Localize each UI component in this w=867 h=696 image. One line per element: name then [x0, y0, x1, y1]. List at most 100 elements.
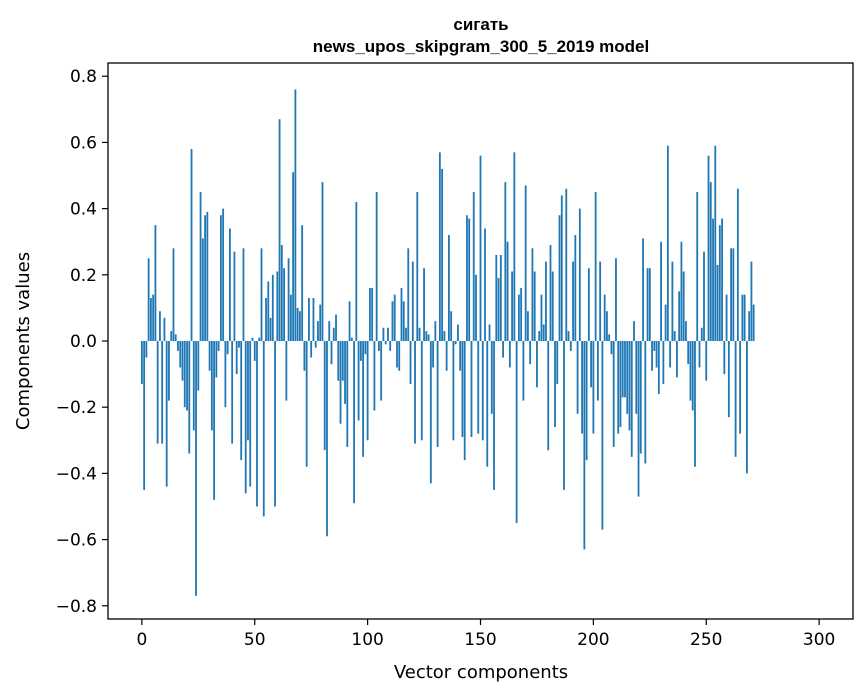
bar	[294, 89, 297, 341]
bar	[721, 218, 723, 341]
y-tick-label: 0.4	[70, 200, 97, 220]
bar	[280, 245, 283, 341]
bar	[303, 341, 306, 371]
bar	[594, 192, 597, 341]
bar	[716, 264, 719, 341]
bar	[265, 297, 267, 341]
bar	[402, 301, 405, 341]
bar	[639, 341, 642, 454]
bar	[563, 341, 565, 490]
bar	[188, 341, 191, 454]
bar	[581, 341, 583, 434]
bar	[558, 215, 561, 341]
bar	[617, 341, 620, 434]
bar	[233, 251, 236, 341]
bar	[551, 271, 554, 341]
y-axis-ticks: −0.8 −0.6 −0.4 −0.2 0.0 0.2 0.4 0.6 0.8	[56, 67, 108, 617]
bar	[425, 331, 428, 341]
x-tick-label: 50	[244, 630, 266, 650]
bar	[238, 341, 240, 348]
bar	[522, 341, 525, 401]
bar	[606, 311, 608, 341]
bar	[560, 195, 563, 341]
bar	[380, 341, 383, 401]
bar	[468, 218, 471, 341]
bar	[653, 341, 656, 351]
bar	[321, 182, 324, 341]
bar	[240, 341, 243, 461]
bar	[276, 271, 279, 341]
bar	[603, 294, 606, 341]
bar	[301, 225, 304, 341]
bar	[323, 341, 326, 451]
bar	[312, 297, 315, 341]
bar	[574, 235, 577, 341]
bar	[378, 341, 380, 351]
x-tick-label: 250	[690, 630, 722, 650]
bar	[174, 334, 177, 341]
bar	[366, 341, 369, 441]
bar	[165, 341, 168, 487]
bar	[633, 321, 635, 341]
bar	[700, 327, 703, 341]
bar	[204, 215, 206, 341]
bar	[337, 341, 340, 381]
bar	[298, 311, 301, 341]
bar	[330, 341, 333, 365]
bar	[317, 321, 319, 341]
bar	[310, 341, 313, 358]
bar	[463, 341, 466, 461]
bar	[714, 145, 717, 341]
bar	[583, 341, 586, 550]
y-tick-label: −0.2	[56, 398, 97, 418]
bar	[423, 268, 425, 341]
bar	[364, 341, 367, 355]
bar	[745, 341, 748, 474]
bar	[748, 311, 751, 341]
bar	[170, 331, 173, 341]
bar	[208, 341, 211, 371]
bar	[565, 188, 568, 341]
chart-title: сигать	[453, 15, 508, 34]
bar	[488, 324, 491, 341]
bar	[262, 341, 265, 517]
y-tick-label: −0.8	[56, 597, 97, 617]
bar	[585, 341, 588, 461]
bar	[502, 341, 504, 358]
bar	[391, 301, 394, 341]
bar	[222, 208, 225, 341]
bar	[441, 168, 444, 341]
bar	[549, 245, 552, 341]
bar	[287, 258, 290, 341]
bar	[628, 341, 631, 431]
bar	[355, 202, 358, 341]
bar	[450, 311, 453, 341]
bar	[168, 341, 170, 401]
y-tick-label: 0.2	[70, 266, 97, 286]
bar	[644, 341, 647, 464]
bar	[215, 341, 218, 378]
bar	[177, 341, 179, 351]
bar	[244, 341, 247, 494]
bar	[608, 334, 611, 341]
bar	[411, 261, 414, 341]
bar	[328, 321, 331, 341]
bar	[626, 341, 629, 414]
bar	[506, 241, 509, 341]
bar	[235, 341, 238, 375]
bar	[743, 294, 746, 341]
bar	[213, 341, 216, 500]
bar	[734, 341, 737, 457]
bar	[231, 341, 234, 444]
bar	[217, 341, 220, 351]
bar	[752, 304, 755, 341]
bar	[481, 341, 484, 441]
bar	[438, 152, 441, 341]
bar	[256, 341, 258, 507]
bar	[660, 241, 663, 341]
y-tick-label: 0.0	[70, 332, 97, 352]
bar	[274, 341, 276, 507]
bar	[147, 258, 150, 341]
bar	[289, 294, 292, 341]
bar	[490, 341, 493, 414]
